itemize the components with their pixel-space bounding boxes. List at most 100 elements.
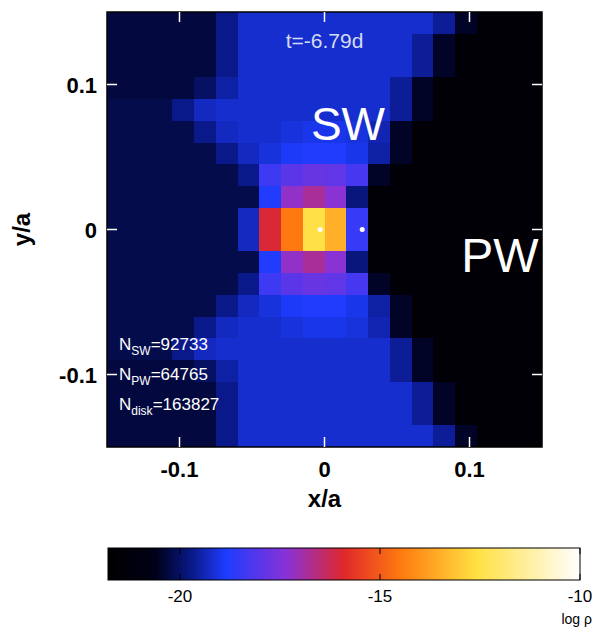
density-cell [151,208,173,230]
density-cell [151,295,173,317]
density-cell [194,425,216,447]
density-cell [216,295,238,317]
density-cell [368,251,390,273]
density-cell [325,317,347,339]
density-cell [325,164,347,186]
density-cell [455,208,477,230]
density-cell [303,186,325,208]
density-cell [129,208,151,230]
colorbar-tick-label: -10 [568,587,593,606]
density-cell [412,56,434,78]
density-cell [455,143,477,165]
colorbar-tick [380,548,381,554]
density-cell [325,186,347,208]
density-cell [129,295,151,317]
density-cell [455,317,477,339]
density-cell [368,425,390,447]
density-cell [107,77,129,99]
density-cell [368,382,390,404]
density-cell [303,208,325,230]
density-cell [194,56,216,78]
density-cell [194,208,216,230]
density-cell [216,99,238,121]
density-cell [107,295,129,317]
density-cell [368,360,390,382]
density-cell [455,360,477,382]
density-cell [433,143,455,165]
density-cell [412,338,434,360]
density-cell [390,382,412,404]
density-cell [390,34,412,56]
particle-count: NPW=64765 [119,365,208,388]
density-cell [216,56,238,78]
density-cell [107,186,129,208]
density-cell [433,56,455,78]
density-cell [390,360,412,382]
density-cell [172,251,194,273]
density-cell [107,121,129,143]
density-cell [412,230,434,252]
density-cell [499,317,521,339]
x-tick [179,437,181,447]
density-cell [390,425,412,447]
density-cell [520,56,542,78]
density-cell [281,121,303,143]
density-cell [129,121,151,143]
density-cell [194,121,216,143]
density-cell [151,143,173,165]
density-cell [172,230,194,252]
density-cell [259,12,281,34]
density-cell [259,56,281,78]
density-cell [325,382,347,404]
density-cell [216,121,238,143]
density-cell [520,34,542,56]
density-cell [325,273,347,295]
density-cell [368,230,390,252]
density-cell [107,56,129,78]
count-value: 64765 [161,365,208,384]
star [360,227,365,232]
density-cell [194,295,216,317]
figure: -0.100.1-0.100.1x/ay/at=-6.79dSWPWNSW=92… [0,0,606,638]
density-cell [433,99,455,121]
density-cell [259,404,281,426]
density-cell [281,230,303,252]
density-cell [216,34,238,56]
particle-count: Ndisk=163827 [119,395,219,418]
density-cell [238,295,260,317]
density-cell [346,273,368,295]
density-cell [238,186,260,208]
density-cell [259,360,281,382]
density-cell [325,360,347,382]
density-cell [412,251,434,273]
density-cell [455,164,477,186]
density-cell [281,208,303,230]
density-cell [172,77,194,99]
density-cell [499,164,521,186]
density-cell [129,186,151,208]
density-cell [477,186,499,208]
density-cell [390,295,412,317]
density-cell [238,360,260,382]
density-cell [499,295,521,317]
x-axis-title: x/a [308,485,342,512]
title: t=-6.79d [286,29,364,52]
density-cell [107,425,129,447]
density-cell [346,404,368,426]
density-cell [520,208,542,230]
density-cell [390,121,412,143]
density-cell [346,56,368,78]
density-cell [433,208,455,230]
density-cell [390,251,412,273]
density-cell [259,273,281,295]
density-cell [172,143,194,165]
density-cell [259,121,281,143]
density-cell [368,338,390,360]
density-cell [477,338,499,360]
density-cell [325,77,347,99]
density-cell [107,99,129,121]
density-cell [499,34,521,56]
density-cell [107,143,129,165]
density-cell [520,382,542,404]
density-cell [194,143,216,165]
